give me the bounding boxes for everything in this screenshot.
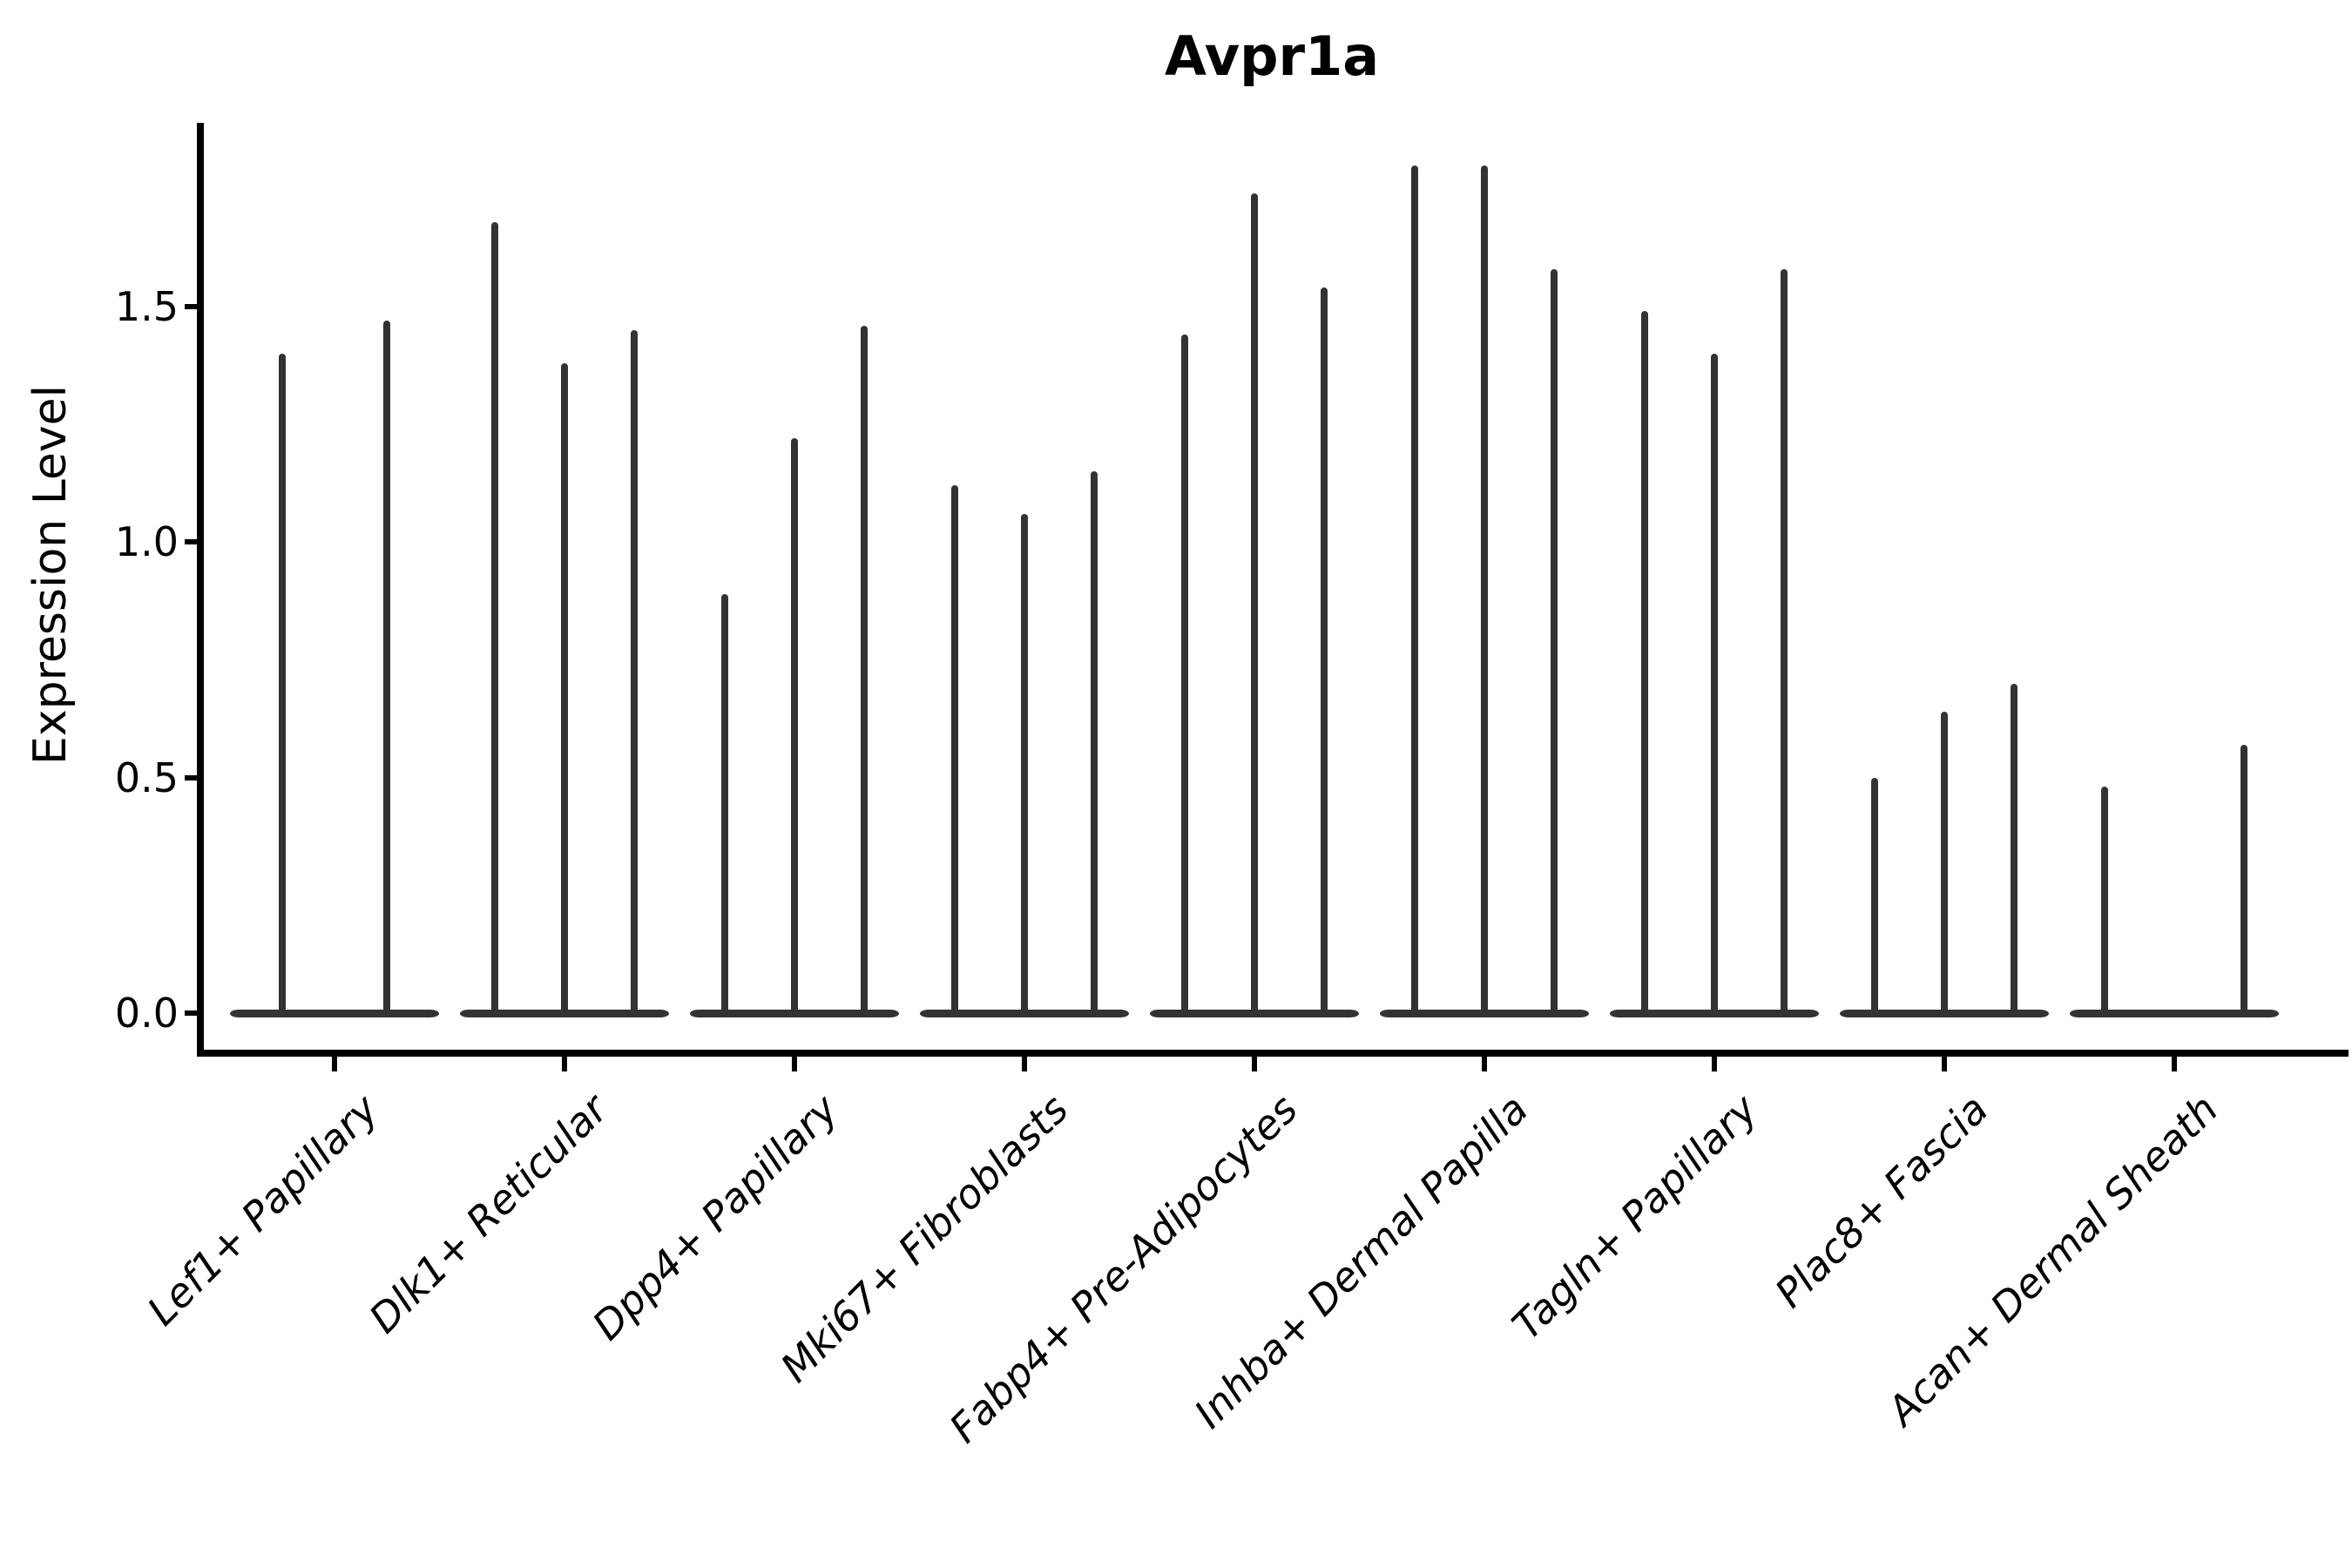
- violin-spike: [1941, 711, 1948, 1015]
- y-tick-label: 1.0: [114, 518, 179, 566]
- x-tick-label: Dlk1+ Reticular: [360, 1085, 618, 1342]
- violin-spike: [1871, 777, 1878, 1015]
- violin-spike: [2240, 744, 2247, 1015]
- violin-spike: [279, 354, 286, 1015]
- violin-base: [2070, 1009, 2279, 1017]
- violin-spike: [1781, 268, 1788, 1015]
- violin-spike: [1251, 193, 1258, 1015]
- chart-title: Avpr1a: [1164, 24, 1380, 88]
- x-axis-tick: [1942, 1057, 1947, 1071]
- x-axis-tick: [1022, 1057, 1027, 1071]
- y-axis-tick: [185, 1010, 200, 1016]
- violin-spike: [1641, 311, 1648, 1015]
- y-axis-spine: [197, 123, 204, 1057]
- y-axis-tick: [185, 539, 200, 545]
- y-axis-label: Expression Level: [24, 384, 77, 766]
- violin-spike: [631, 329, 638, 1015]
- x-axis-spine: [197, 1050, 2349, 1057]
- x-axis-tick: [1482, 1057, 1487, 1071]
- violin-base: [230, 1009, 439, 1017]
- x-tick-label: Plac8+ Fascia: [1765, 1085, 1997, 1317]
- x-tick-label: Tagln+ Papillary: [1503, 1085, 1767, 1349]
- violin-spike: [721, 593, 728, 1015]
- violin-spike: [561, 362, 568, 1015]
- violin-spike: [383, 321, 390, 1015]
- x-axis-tick: [1252, 1057, 1257, 1071]
- violin-spike: [1711, 354, 1718, 1015]
- violin-spike: [2101, 787, 2108, 1015]
- x-axis-tick: [562, 1057, 567, 1071]
- x-axis-tick: [332, 1057, 337, 1071]
- violin-spike: [1091, 471, 1098, 1015]
- y-axis-tick: [185, 774, 200, 781]
- x-axis-tick: [2172, 1057, 2177, 1071]
- violin-spike: [491, 221, 498, 1015]
- violin-spike: [791, 438, 798, 1015]
- x-tick-label: Dpp4+ Papillary: [583, 1085, 848, 1349]
- violin-spike: [1551, 268, 1558, 1015]
- x-axis-tick: [1712, 1057, 1717, 1071]
- violin-spike: [1411, 165, 1418, 1015]
- violin-spike: [951, 485, 958, 1015]
- x-axis-tick: [792, 1057, 797, 1071]
- y-tick-label: 0.0: [114, 990, 179, 1037]
- violin-spike: [1021, 513, 1028, 1015]
- violin-spike: [861, 325, 868, 1015]
- y-tick-label: 0.5: [114, 754, 179, 801]
- x-tick-label: Lef1+ Papillary: [138, 1085, 388, 1335]
- violin-spike: [1181, 335, 1188, 1015]
- violin-spike: [1481, 165, 1488, 1015]
- violin-spike: [2011, 683, 2017, 1015]
- y-axis-tick: [185, 303, 200, 309]
- violin-spike: [1321, 287, 1328, 1015]
- y-tick-label: 1.5: [114, 282, 179, 330]
